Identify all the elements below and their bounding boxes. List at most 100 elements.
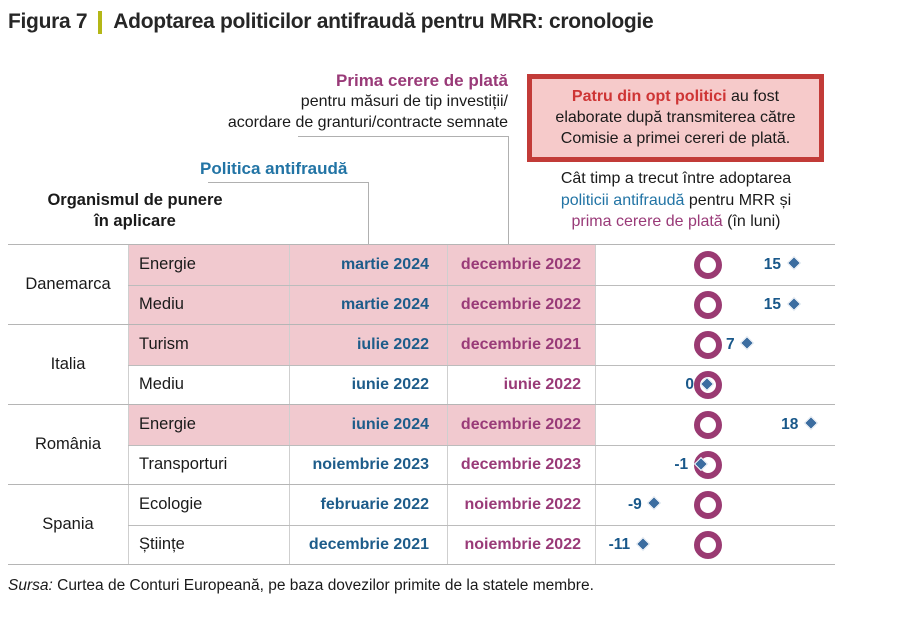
payment-circle-marker: [694, 371, 722, 399]
title-separator-bar: [98, 10, 103, 34]
months-value-label: 18: [781, 415, 799, 433]
payment-date-cell: iunie 2022: [447, 365, 595, 404]
policy-date-cell: noiembrie 2023: [289, 445, 447, 484]
figure-label: Figura 7: [8, 10, 88, 33]
policy-date-cell: martie 2024: [289, 245, 447, 285]
policy-diamond-marker: [786, 255, 801, 271]
payment-date-cell: noiembrie 2022: [447, 525, 595, 564]
sector-cell: Mediu: [128, 365, 289, 404]
table-row: Mediu iunie 2022 iunie 2022 0: [128, 364, 835, 404]
policy-connector-horizontal: [208, 182, 369, 183]
country-label: România: [34, 435, 102, 453]
callout-line3: Comisie a primei cereri de plată.: [560, 130, 791, 147]
policy-diamond-marker: [740, 335, 755, 351]
months-value-label: -11: [608, 535, 631, 553]
policy-column-label: Politica antifraudă: [200, 159, 348, 178]
country-label: Spania: [42, 515, 94, 533]
first-payment-label-line3: acordare de granturi/contracte semnate: [227, 114, 508, 131]
country-label: Danemarca: [25, 275, 111, 293]
chart-question-label: Cât timp a trecut între adoptarea politi…: [528, 168, 824, 233]
months-value-label: 15: [763, 255, 781, 273]
payment-date-cell: decembrie 2021: [447, 325, 595, 365]
first-payment-connector-horizontal: [298, 136, 509, 137]
sector-cell: Științe: [128, 525, 289, 564]
implementing-body-column-label: Organismul de punere în aplicare: [40, 190, 230, 232]
months-value-label: 15: [763, 295, 781, 313]
country-cell: Italia: [8, 325, 128, 404]
figure-title: Adoptarea politicilor antifraudă pentru …: [113, 10, 654, 33]
months-value-label: 0: [685, 375, 694, 393]
sector-cell: Energie: [128, 405, 289, 445]
table-row: Mediu martie 2024 decembrie 2022 15: [128, 284, 835, 324]
first-payment-label-line2: pentru măsuri de tip investiții/: [300, 93, 508, 110]
months-value-label: 7: [725, 335, 735, 353]
country-group: Danemarca Energie martie 2024 decembrie 202…: [8, 245, 835, 324]
callout-box: Patru din opt politici au fost elaborate…: [527, 74, 824, 162]
months-value-label: -9: [628, 495, 642, 513]
payment-date-cell: decembrie 2022: [447, 285, 595, 324]
months-chart-cell: 15: [595, 285, 835, 324]
policy-diamond-marker: [635, 536, 650, 551]
table-row: Transporturi noiembrie 2023 decembrie 2023…: [128, 444, 835, 484]
country-label: Italia: [50, 355, 86, 373]
sector-cell: Turism: [128, 325, 289, 365]
implementing-body-label-line2: în aplicare: [94, 212, 176, 230]
timeline-table: Danemarca Energie martie 2024 decembrie 202…: [8, 244, 835, 565]
sector-cell: Energie: [128, 245, 289, 285]
policy-date-cell: iulie 2022: [289, 325, 447, 365]
policy-diamond-marker: [786, 296, 801, 311]
policy-date-cell: decembrie 2021: [289, 525, 447, 564]
source-label: Sursa:: [8, 577, 53, 594]
first-payment-label-line1: Prima cerere de plată: [336, 71, 508, 90]
figure-header: Figura 7 Adoptarea politicilor antifraud…: [8, 10, 654, 34]
country-rows: Ecologie februarie 2022 noiembrie 2022 -9 Șt…: [128, 485, 835, 564]
implementing-body-label-line1: Organismul de punere: [47, 191, 223, 209]
country-rows: Energie martie 2024 decembrie 2022 15 Mediu m…: [128, 245, 835, 324]
callout-bold-text: Patru din opt politici: [571, 88, 727, 105]
payment-date-cell: decembrie 2022: [447, 405, 595, 445]
country-group: România Energie iunie 2024 decembrie 2022 18…: [8, 404, 835, 484]
policy-date-cell: februarie 2022: [289, 485, 447, 525]
payment-date-cell: decembrie 2022: [447, 245, 595, 285]
payment-circle-marker: [694, 250, 722, 279]
policy-diamond-marker: [647, 495, 662, 511]
callout-line2: elaborate după transmiterea către: [555, 109, 796, 126]
months-chart-cell: 0: [595, 365, 835, 404]
country-cell: Danemarca: [8, 245, 128, 324]
first-payment-connector-vertical: [508, 136, 509, 244]
months-chart-cell: 15: [595, 245, 835, 285]
policy-date-cell: iunie 2022: [289, 365, 447, 404]
country-rows: Turism iulie 2022 decembrie 2021 7 Mediu iuni…: [128, 325, 835, 404]
table-row: Energie martie 2024 decembrie 2022 15: [128, 245, 835, 285]
country-cell: Spania: [8, 485, 128, 564]
policy-connector-vertical: [368, 182, 369, 244]
months-chart-cell: -9: [595, 485, 835, 525]
months-chart-cell: -1: [595, 445, 835, 484]
table-row: Energie iunie 2024 decembrie 2022 18: [128, 405, 835, 445]
payment-circle-marker: [694, 531, 722, 559]
callout-line1: Patru din opt politici au fost: [571, 88, 780, 105]
payment-date-cell: noiembrie 2022: [447, 485, 595, 525]
months-chart-cell: -11: [595, 525, 835, 564]
table-row: Turism iulie 2022 decembrie 2021 7: [128, 325, 835, 365]
sector-cell: Transporturi: [128, 445, 289, 484]
country-group: Italia Turism iulie 2022 decembrie 2021 7 Med…: [8, 324, 835, 404]
months-chart-cell: 7: [595, 325, 835, 365]
months-value-label: -1: [674, 455, 689, 473]
policy-date-cell: iunie 2024: [289, 405, 447, 445]
sector-cell: Mediu: [128, 285, 289, 324]
country-rows: Energie iunie 2024 decembrie 2022 18 Transpo…: [128, 405, 835, 484]
first-payment-column-label: Prima cerere de plată pentru măsuri de t…: [120, 70, 508, 133]
sector-cell: Ecologie: [128, 485, 289, 525]
question-line1: Cât timp a trecut între adoptarea: [560, 170, 792, 187]
question-line3: prima cerere de plată (în luni): [571, 213, 781, 230]
source-note: Sursa: Curtea de Conturi Europeană, pe b…: [8, 577, 594, 595]
payment-circle-marker: [694, 490, 722, 519]
policy-date-cell: martie 2024: [289, 285, 447, 324]
source-text: Curtea de Conturi Europeană, pe baza dov…: [52, 577, 594, 594]
policy-diamond-marker: [803, 415, 818, 431]
table-row: Științe decembrie 2021 noiembrie 2022 -11: [128, 524, 835, 564]
months-chart-cell: 18: [595, 405, 835, 445]
country-group: Spania Ecologie februarie 2022 noiembrie 20…: [8, 484, 835, 564]
